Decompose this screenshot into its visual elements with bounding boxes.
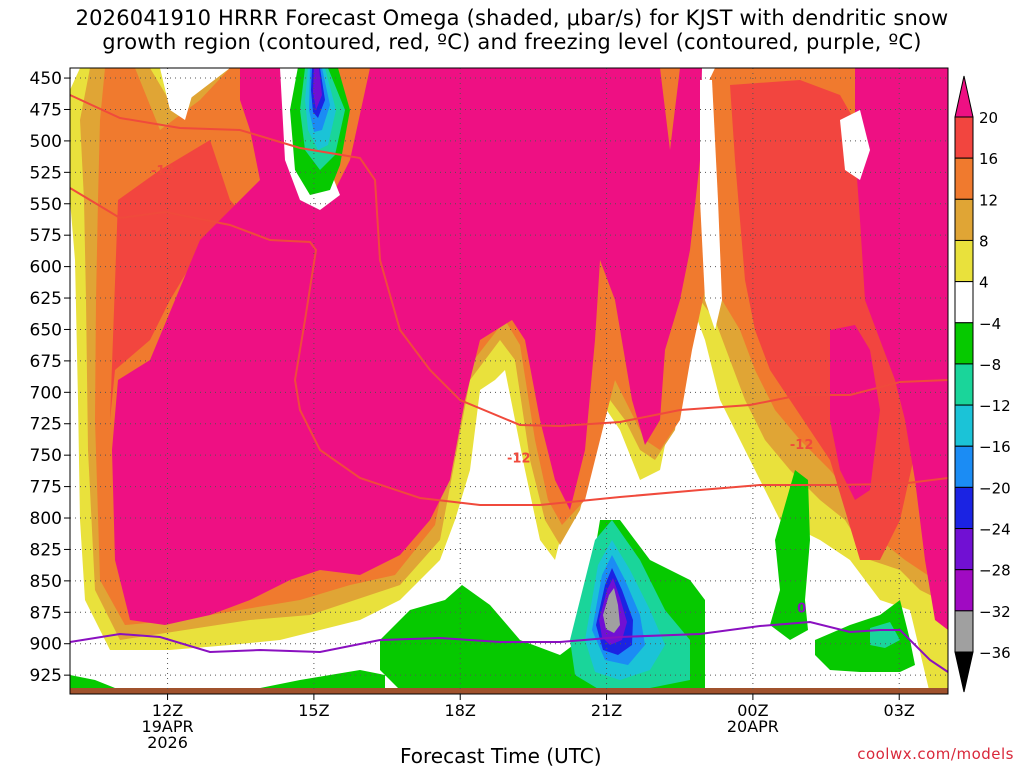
omega-shade-grey xyxy=(603,588,620,633)
y-tick-label: 700 xyxy=(30,383,62,403)
y-tick-label: 575 xyxy=(30,226,62,246)
y-tick-label: 925 xyxy=(30,666,62,686)
colorbar-swatch xyxy=(954,157,974,200)
colorbar-bottom-arrow xyxy=(954,651,974,693)
colorbar-label: 4 xyxy=(979,274,989,292)
y-tick-label: 900 xyxy=(30,635,62,655)
colorbar-swatch xyxy=(954,610,974,653)
omega-shade-green xyxy=(815,600,915,672)
y-tick-label: 775 xyxy=(30,478,62,498)
colorbar-label: 12 xyxy=(979,191,998,209)
x-tick-label: 03Z xyxy=(884,701,915,720)
omega-shade-green xyxy=(770,470,810,640)
contour-label: -12 xyxy=(507,452,531,467)
y-tick-label: 750 xyxy=(30,446,62,466)
colorbar-swatch xyxy=(954,281,974,324)
x-axis-label: Forecast Time (UTC) xyxy=(400,744,602,768)
contour-lines: -12 -12 -12 0 xyxy=(69,94,949,673)
credit-text: coolwx.com/models xyxy=(857,745,1014,763)
x-tick-year: 2026 xyxy=(147,733,188,752)
colorbar-swatch xyxy=(954,198,974,241)
omega-shade-red xyxy=(110,140,248,420)
omega-shade-white xyxy=(840,110,870,180)
x-tick-label: 15Z xyxy=(298,701,329,720)
colorbar-label: −24 xyxy=(979,521,1011,539)
colorbar-swatch xyxy=(954,569,974,612)
colorbar-swatch xyxy=(954,528,974,571)
colorbar-label: 8 xyxy=(979,232,989,250)
chart-title: 2026041910 HRRR Forecast Omega (shaded, … xyxy=(0,6,1024,54)
plot-border xyxy=(69,67,949,695)
omega-shade-white xyxy=(160,68,200,120)
colorbar-label: −28 xyxy=(979,562,1011,580)
colorbar-top-arrow xyxy=(954,75,974,118)
y-tick-label: 675 xyxy=(30,352,62,372)
x-tick-date: 20APR xyxy=(727,717,779,736)
y-tick-label: 875 xyxy=(30,603,62,623)
colorbar-swatch xyxy=(954,363,974,406)
colorbar-label: −32 xyxy=(979,603,1011,621)
x-tick-date: 19APR xyxy=(142,717,194,736)
contour-line-freezing xyxy=(69,620,949,673)
y-tick-label: 725 xyxy=(30,415,62,435)
colorbar-label: −20 xyxy=(979,479,1011,497)
contour-line-dgz xyxy=(69,94,949,428)
colorbar-label: −36 xyxy=(979,644,1011,662)
y-tick-label: 450 xyxy=(30,69,62,89)
x-tick-label: 12Z xyxy=(152,701,183,720)
colorbar-label: −16 xyxy=(979,438,1011,456)
colorbar-label: 20 xyxy=(979,109,998,127)
y-tick-label: 525 xyxy=(30,163,62,183)
plot-frame xyxy=(69,67,949,695)
contour-label: -12 xyxy=(151,164,175,179)
omega-shade-white xyxy=(700,80,722,330)
title-line-1: 2026041910 HRRR Forecast Omega (shaded, … xyxy=(75,6,949,30)
omega-shade-pink xyxy=(855,68,948,630)
title-line-2: growth region (contoured, red, ºC) and f… xyxy=(102,30,922,54)
colorbar-swatch xyxy=(954,239,974,283)
contour-label: 0 xyxy=(797,601,806,616)
omega-shade-pink xyxy=(830,325,880,500)
y-tick-label: 800 xyxy=(30,509,62,529)
contour-line-dgz xyxy=(69,187,949,506)
y-axis: 450 475 500 525 550 575 600 625 650 675 700 725 750 7… xyxy=(30,69,70,686)
y-tick-label: 650 xyxy=(30,320,62,340)
x-tick-label: 00Z xyxy=(737,701,768,720)
y-tick-label: 550 xyxy=(30,195,62,215)
colorbar-swatch xyxy=(954,445,974,488)
colorbar-swatch xyxy=(954,116,974,159)
y-tick-label: 475 xyxy=(30,100,62,120)
x-tick-label: 18Z xyxy=(445,701,476,720)
x-tick-label: 21Z xyxy=(591,701,622,720)
colorbar: 20 16 12 8 4 −4 −8 −12 −16 −20 −24 −28 −32 −36 xyxy=(954,75,1011,693)
y-tick-label: 625 xyxy=(30,289,62,309)
colorbar-swatch xyxy=(954,486,974,530)
contour-label: -12 xyxy=(790,438,814,453)
colorbar-label: 16 xyxy=(979,150,998,168)
colorbar-label: −12 xyxy=(979,397,1011,415)
y-tick-label: 825 xyxy=(30,540,62,560)
ground-strip xyxy=(70,688,948,694)
y-tick-label: 850 xyxy=(30,572,62,592)
colorbar-label: −8 xyxy=(979,356,1001,374)
plot-area xyxy=(70,68,948,694)
omega-shade-pink xyxy=(112,68,702,625)
y-tick-label: 600 xyxy=(30,258,62,278)
colorbar-label: −4 xyxy=(979,315,1001,333)
colorbar-swatch xyxy=(954,322,974,365)
y-tick-label: 500 xyxy=(30,132,62,152)
colorbar-swatch xyxy=(954,404,974,447)
omega-shade-teal xyxy=(870,622,900,648)
